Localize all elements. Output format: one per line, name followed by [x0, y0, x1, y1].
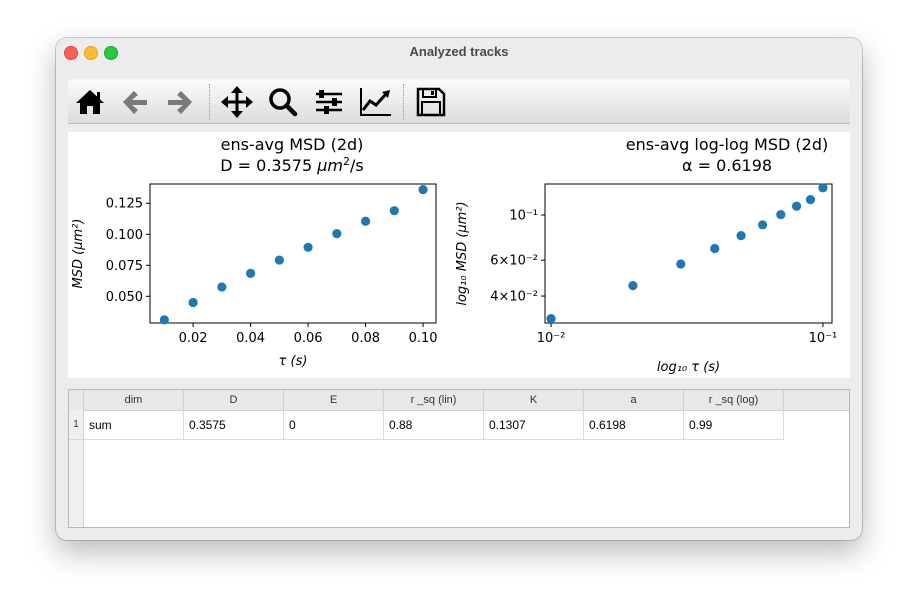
column-header[interactable]: r _sq (lin): [384, 390, 484, 410]
floppy-disk-icon: [416, 87, 446, 117]
y-tick-label: 0.100: [106, 228, 143, 243]
x-tick-label: 0.08: [351, 331, 380, 346]
forward-button[interactable]: [162, 84, 198, 120]
pan-button[interactable]: [219, 84, 255, 120]
data-point: [188, 297, 198, 308]
edit-axis-button[interactable]: [357, 84, 393, 120]
data-point: [303, 242, 313, 252]
axes-frame: [149, 183, 437, 324]
table-cell[interactable]: 0: [284, 411, 384, 440]
zoom-button[interactable]: [265, 84, 301, 120]
data-point: [776, 209, 786, 220]
y-tick-label: 4×10⁻²: [490, 290, 538, 305]
window-title: Analyzed tracks: [409, 44, 509, 59]
data-point: [805, 195, 816, 205]
row-header[interactable]: 1: [69, 411, 83, 440]
data-point: [217, 282, 227, 292]
data-point: [791, 201, 802, 211]
maximize-window-button[interactable]: [104, 46, 118, 60]
y-tick-label: 0.050: [106, 290, 143, 305]
table-cell[interactable]: 0.3575: [184, 411, 284, 440]
x-axis-label: log₁₀ τ (s): [657, 360, 720, 375]
data-point: [758, 220, 768, 230]
x-tick-label: 0.06: [294, 331, 323, 346]
column-header[interactable]: dim: [84, 390, 184, 410]
toolbar-separator: [209, 84, 210, 120]
column-header[interactable]: a: [584, 390, 684, 410]
chart-subtitle: α = 0.6198: [682, 156, 772, 175]
data-point: [546, 314, 556, 324]
data-point: [360, 216, 371, 226]
data-point: [389, 206, 399, 216]
column-header[interactable]: r _sq (log): [684, 390, 784, 410]
toolbar-separator: [403, 84, 404, 120]
table-cell[interactable]: 0.88: [384, 411, 484, 440]
home-button[interactable]: [72, 84, 108, 120]
table-cell[interactable]: 0.1307: [484, 411, 584, 440]
line-chart-icon: [360, 88, 391, 116]
save-button[interactable]: [413, 84, 449, 120]
table-cell[interactable]: 0.99: [684, 411, 784, 440]
y-tick-label: 6×10⁻²: [490, 254, 538, 269]
home-icon: [76, 90, 104, 114]
table-corner: [69, 390, 84, 411]
data-point: [710, 243, 720, 254]
arrow-left-icon: [123, 91, 147, 114]
column-header[interactable]: E: [284, 390, 384, 410]
y-tick-label: 0.075: [106, 259, 143, 274]
data-point: [274, 255, 284, 265]
data-point: [418, 184, 428, 195]
app-window: Analyzed tracks: [56, 38, 862, 540]
arrow-right-icon: [168, 91, 192, 114]
close-window-button[interactable]: [64, 46, 78, 60]
figure-svg: ens-avg MSD (2d)D = 0.3575 μm2/s 0.02 0.04…: [71, 135, 838, 375]
results-table: dim D E r _sq (lin) K a r _sq (log) 1 su…: [68, 389, 850, 528]
configure-subplots-button[interactable]: [311, 84, 347, 120]
table-header-row: dim D E r _sq (lin) K a r _sq (log): [84, 390, 849, 411]
title-bar: Analyzed tracks: [56, 38, 862, 65]
column-header[interactable]: K: [484, 390, 584, 410]
x-axis-label: τ (s): [279, 354, 308, 369]
navigation-toolbar: [68, 79, 850, 124]
search-icon: [269, 88, 298, 117]
data-point: [246, 268, 256, 278]
y-axis-label: MSD (μm²): [71, 219, 86, 289]
chart-title: ens-avg log-log MSD (2d): [626, 135, 828, 154]
data-point: [159, 315, 169, 325]
move-icon: [221, 86, 253, 118]
table-cell[interactable]: 0.6198: [584, 411, 684, 440]
x-tick-label: 10⁻¹: [809, 331, 838, 346]
minimize-window-button[interactable]: [84, 46, 98, 60]
figure-canvas: ens-avg MSD (2d) D = 0.3575 μm2/s 0.02 0.04…: [68, 132, 850, 378]
x-tick-label: 0.10: [409, 331, 438, 346]
sliders-icon: [316, 90, 342, 114]
data-point: [736, 231, 746, 241]
data-point: [676, 259, 686, 269]
x-tick-label: 10⁻²: [537, 331, 566, 346]
data-point: [628, 281, 638, 291]
x-tick-label: 0.04: [236, 331, 265, 346]
y-tick-label: 10⁻¹: [509, 209, 538, 224]
chart-title: ens-avg MSD (2d): [221, 135, 364, 154]
axes-frame: [544, 183, 833, 324]
column-header[interactable]: D: [184, 390, 284, 410]
data-point: [818, 183, 828, 193]
chart-subtitle: D = 0.3575 μm2/s: [220, 155, 363, 175]
y-tick-label: 0.125: [106, 197, 143, 212]
data-point: [332, 229, 342, 239]
x-tick-label: 0.02: [179, 331, 208, 346]
back-button[interactable]: [117, 84, 153, 120]
y-axis-label: log₁₀ MSD (μm²): [455, 201, 470, 305]
table-cell[interactable]: sum: [84, 411, 184, 440]
